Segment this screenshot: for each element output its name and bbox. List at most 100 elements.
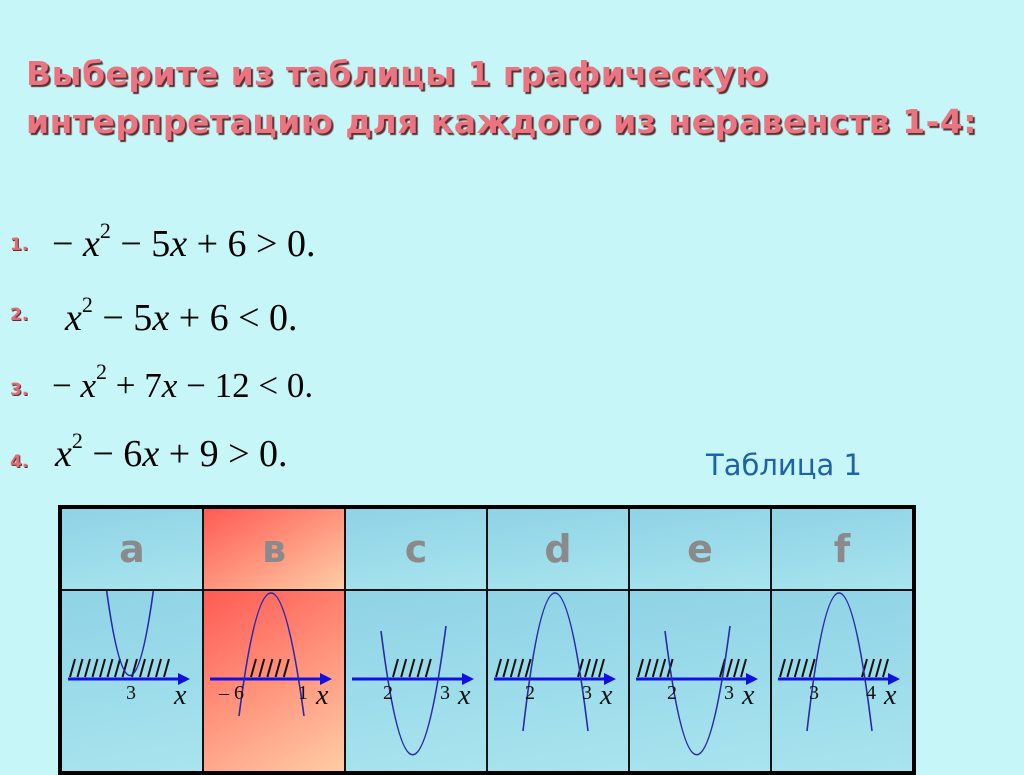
hatch-mark	[99, 658, 106, 678]
root-label: 2	[383, 682, 393, 704]
hatch-mark	[524, 658, 532, 678]
equation-part: + 9 > 0.	[159, 433, 288, 475]
hatch-mark	[408, 658, 416, 678]
hatch-mark	[416, 658, 424, 678]
hatch-mark	[779, 658, 786, 678]
equation-part: −	[52, 223, 83, 265]
equation-label: 4.	[10, 452, 29, 472]
hatch-mark	[69, 658, 76, 678]
equation-part: x	[152, 297, 170, 339]
equation-part: x	[161, 366, 178, 405]
parabola-curve	[522, 592, 589, 732]
parabola-curve	[380, 625, 447, 756]
root-label: 4	[866, 682, 876, 704]
inequality-2: x2 − 5x + 6 < 0.	[65, 294, 298, 340]
inequality-3: − x2 + 7x − 12 < 0.	[52, 361, 314, 406]
hatch-mark	[495, 658, 502, 678]
equation-part: x	[142, 433, 160, 475]
equation-label: 1.	[10, 235, 29, 255]
hatch-mark	[875, 658, 882, 678]
column-header-0: a	[59, 506, 204, 591]
hatch-mark	[163, 658, 170, 678]
equation-part: x	[82, 223, 100, 265]
column-header-2: c	[344, 506, 488, 591]
equation-part: 2	[71, 428, 83, 453]
hatch-mark	[793, 658, 801, 678]
hatch-mark	[76, 658, 84, 678]
root-label: 3	[582, 682, 592, 704]
parabola-curve	[105, 591, 155, 676]
equation-part: − 12 < 0.	[177, 366, 314, 405]
hatch-mark	[651, 658, 659, 678]
parabola-curve	[238, 592, 305, 717]
inequality-1: − x2 − 5x + 6 > 0.	[52, 220, 316, 266]
axis-arrow-icon	[888, 673, 900, 685]
parabola-curve	[806, 592, 873, 732]
parabola-curve	[664, 625, 731, 756]
equation-part: x	[170, 223, 188, 265]
hatch-mark	[637, 658, 644, 678]
axis-label: x	[599, 680, 613, 711]
hatch-mark	[400, 658, 408, 678]
hatch-mark	[266, 658, 274, 678]
hatch-mark	[577, 658, 584, 678]
hatch-mark	[114, 658, 121, 678]
root-label: 2	[667, 682, 677, 704]
column-header-1: в	[202, 506, 346, 591]
root-label: 3	[724, 682, 734, 704]
hatch-mark	[392, 658, 399, 678]
root-label: 2	[525, 682, 535, 704]
title-line-2: интерпретацию для каждого из неравенств …	[26, 102, 977, 141]
axis-label: x	[741, 680, 755, 711]
hatch-mark	[258, 658, 266, 678]
root-label: 3	[126, 682, 136, 704]
hatch-mark	[868, 658, 875, 678]
axis-label: x	[883, 680, 897, 711]
hatch-mark	[250, 658, 257, 678]
root-label: – 6	[218, 682, 244, 704]
hatch-mark	[84, 658, 91, 678]
root-label: 1	[298, 682, 308, 704]
root-label: 3	[440, 682, 450, 704]
hatch-mark	[274, 658, 282, 678]
inequality-4: x2 − 6x + 9 > 0.	[55, 430, 288, 476]
equation-part: + 6 < 0.	[169, 297, 298, 339]
column-header-3: d	[486, 506, 630, 591]
equation-label: 3.	[10, 380, 29, 400]
hatch-mark	[509, 658, 517, 678]
equation-part: + 7	[107, 366, 162, 405]
column-header-4: e	[628, 506, 772, 591]
hatch-mark	[786, 658, 794, 678]
equation-part: − 5	[92, 297, 153, 339]
axis-arrow-icon	[178, 673, 190, 685]
equation-part: 2	[81, 292, 93, 317]
equation-part: x	[55, 433, 72, 475]
root-label: 3	[809, 682, 819, 704]
axis-label: x	[173, 680, 187, 711]
hatch-mark	[726, 658, 733, 678]
hatch-mark	[106, 658, 114, 678]
column-header-5: f	[770, 506, 915, 591]
hatch-mark	[517, 658, 525, 678]
hatch-mark	[591, 658, 598, 678]
equation-part: 2	[96, 359, 108, 384]
hatch-mark	[91, 658, 99, 678]
hatch-mark	[659, 658, 667, 678]
hatch-mark	[861, 658, 868, 678]
hatch-mark	[808, 658, 816, 678]
hatch-mark	[584, 658, 591, 678]
table-caption: Таблица 1	[706, 448, 862, 482]
equation-part: + 6 > 0.	[187, 223, 316, 265]
equation-part: x	[80, 366, 97, 405]
hatch-mark	[598, 658, 605, 678]
